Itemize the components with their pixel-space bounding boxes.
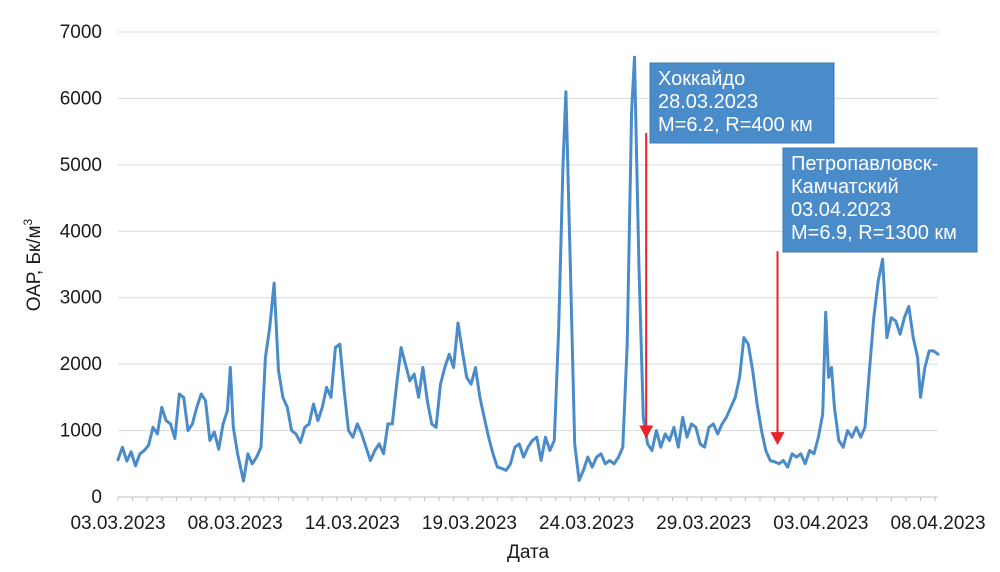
annotation-text-line: M=6.9, R=1300 км xyxy=(791,222,957,244)
x-axis-ticks: 03.03.2023 08.03.2023 14.03.2023 19.03.2023… xyxy=(70,497,986,534)
x-tick-label: 14.03.2023 xyxy=(305,513,400,534)
annotation-text-line: 03.04.2023 xyxy=(791,199,891,221)
annotation-text-line: Камчатский xyxy=(791,176,899,198)
annotation-box xyxy=(782,147,978,253)
gridlines xyxy=(118,31,938,432)
annotation-text-line: Хоккайдо xyxy=(658,68,745,90)
series-line xyxy=(116,55,940,483)
y-axis-title: ОАР, Бк/м3 xyxy=(21,218,45,311)
series-layer xyxy=(116,55,940,483)
y-tick-label: 4000 xyxy=(60,221,102,242)
x-tick-label: 08.04.2023 xyxy=(890,513,985,534)
y-tick-label: 7000 xyxy=(60,22,102,43)
y-tick-label: 2000 xyxy=(60,354,102,375)
x-tick-label: 24.03.2023 xyxy=(539,513,634,534)
annotation-box xyxy=(649,62,835,144)
y-tick-label: 5000 xyxy=(60,155,102,176)
y-axis-ticks: 0 1000 2000 3000 4000 5000 6000 7000 xyxy=(60,22,102,508)
x-tick-label: 03.04.2023 xyxy=(773,513,868,534)
annotation-text-line: Петропавловск- xyxy=(791,153,938,175)
x-tick-label: 08.03.2023 xyxy=(188,513,283,534)
x-tick-label: 03.03.2023 xyxy=(70,513,165,534)
x-axis-title: Дата xyxy=(507,542,550,563)
x-tick-label: 29.03.2023 xyxy=(656,513,751,534)
y-tick-label: 0 xyxy=(91,487,102,508)
annotation-arrow-head xyxy=(770,432,785,446)
y-axis-title-text: ОАР, Бк/м xyxy=(24,225,45,311)
y-axis-title-superscript: 3 xyxy=(21,218,35,225)
x-tick-label: 19.03.2023 xyxy=(422,513,517,534)
annotation-text-line: 28.03.2023 xyxy=(658,91,758,113)
y-tick-label: 3000 xyxy=(60,288,102,309)
y-tick-label: 6000 xyxy=(60,88,102,109)
y-tick-label: 1000 xyxy=(60,421,102,442)
annotation-arrow-head xyxy=(639,425,654,439)
annotation-text-line: M=6.2, R=400 км xyxy=(658,114,813,136)
